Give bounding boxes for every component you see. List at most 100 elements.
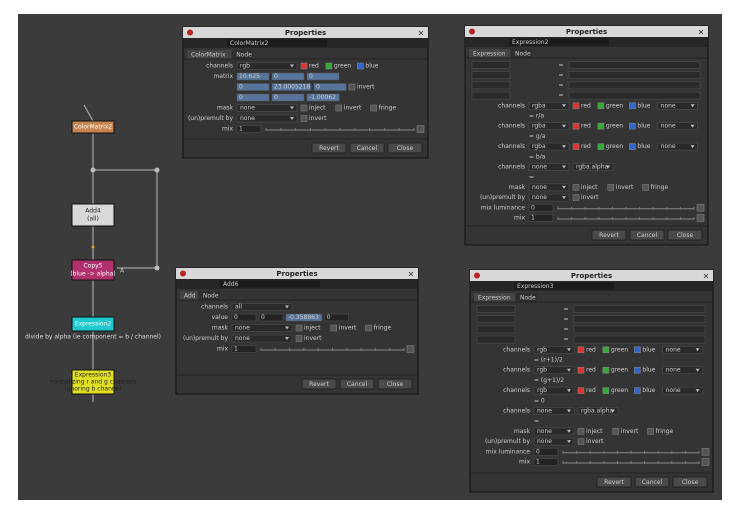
checkbox[interactable] <box>597 143 605 150</box>
slider-handle[interactable] <box>701 458 710 466</box>
tab[interactable] <box>516 293 538 302</box>
slider-handle[interactable] <box>696 204 705 212</box>
number-input[interactable] <box>271 93 305 102</box>
checkbox[interactable] <box>330 324 338 332</box>
number-input[interactable] <box>324 313 349 322</box>
number-input[interactable] <box>533 458 559 466</box>
expr-input[interactable] <box>471 91 511 100</box>
button[interactable] <box>629 229 665 241</box>
tab[interactable] <box>187 50 232 59</box>
checkbox[interactable] <box>295 324 303 332</box>
button[interactable] <box>311 142 347 154</box>
expr-input[interactable] <box>476 325 516 334</box>
number-input[interactable] <box>313 83 347 91</box>
tab[interactable] <box>198 291 221 300</box>
dropdown[interactable] <box>231 303 293 311</box>
expr-input[interactable] <box>568 81 701 90</box>
tab[interactable] <box>469 49 510 58</box>
checkbox[interactable] <box>597 122 605 130</box>
checkbox[interactable] <box>629 122 636 130</box>
number-input[interactable] <box>533 448 559 456</box>
checkbox[interactable] <box>300 62 308 70</box>
dropdown[interactable] <box>533 386 575 395</box>
dropdown[interactable] <box>528 142 570 151</box>
dot[interactable] <box>90 167 96 173</box>
expr-input[interactable] <box>573 315 706 323</box>
expr-input[interactable] <box>476 315 516 323</box>
close-button[interactable]: × <box>698 28 705 37</box>
button[interactable] <box>387 142 423 154</box>
dropdown[interactable] <box>533 427 575 436</box>
checkbox[interactable] <box>365 324 372 332</box>
button[interactable] <box>349 142 385 154</box>
expr-input[interactable] <box>471 71 511 79</box>
dropdown[interactable] <box>533 346 575 354</box>
tab[interactable] <box>511 49 533 58</box>
checkbox[interactable] <box>577 428 585 435</box>
dropdown[interactable] <box>528 122 570 130</box>
checkbox[interactable] <box>602 366 610 374</box>
checkbox[interactable] <box>348 83 356 91</box>
dropdown[interactable] <box>236 62 298 70</box>
checkbox[interactable] <box>572 184 580 191</box>
checkbox[interactable] <box>602 346 610 354</box>
dropdown[interactable] <box>572 163 614 171</box>
expr-input[interactable] <box>471 61 511 69</box>
checkbox[interactable] <box>607 184 615 191</box>
dropdown[interactable] <box>231 334 293 343</box>
dropdown[interactable] <box>657 122 698 130</box>
button[interactable] <box>667 229 703 241</box>
checkbox[interactable] <box>300 104 308 112</box>
button[interactable] <box>634 476 670 488</box>
checkbox[interactable] <box>357 62 364 70</box>
checkbox[interactable] <box>295 335 303 342</box>
tab[interactable] <box>232 50 254 59</box>
dropdown[interactable] <box>528 102 570 110</box>
number-input[interactable] <box>306 72 340 81</box>
checkbox[interactable] <box>642 184 649 191</box>
node[interactable] <box>71 259 115 281</box>
tab[interactable] <box>180 291 198 300</box>
tab[interactable] <box>474 293 515 302</box>
dropdown[interactable] <box>231 324 293 332</box>
expr-input[interactable] <box>568 71 701 79</box>
dropdown[interactable] <box>662 386 703 395</box>
number-input[interactable] <box>236 72 270 81</box>
expr-input[interactable] <box>471 81 511 90</box>
node[interactable] <box>71 120 115 134</box>
close-button[interactable]: × <box>418 29 425 38</box>
checkbox[interactable] <box>577 438 585 445</box>
expr-input[interactable] <box>573 305 706 313</box>
dropdown[interactable] <box>662 346 703 354</box>
checkbox[interactable] <box>629 102 636 110</box>
slider-handle[interactable] <box>701 448 710 456</box>
node[interactable] <box>71 203 115 227</box>
checkbox[interactable] <box>647 428 654 435</box>
dropdown[interactable] <box>236 114 298 123</box>
number-input[interactable] <box>528 204 554 212</box>
dropdown[interactable] <box>657 102 698 110</box>
checkbox[interactable] <box>572 122 580 130</box>
number-input[interactable] <box>258 313 284 322</box>
expr-input[interactable] <box>476 305 516 313</box>
checkbox[interactable] <box>577 346 585 354</box>
checkbox[interactable] <box>572 102 580 110</box>
close-button[interactable]: × <box>408 270 415 279</box>
number-input[interactable] <box>271 83 312 91</box>
button[interactable] <box>596 476 632 488</box>
checkbox[interactable] <box>612 428 620 435</box>
expr-input[interactable] <box>568 91 701 100</box>
dropdown[interactable] <box>236 104 298 112</box>
checkbox[interactable] <box>634 346 641 354</box>
checkbox[interactable] <box>634 387 641 394</box>
number-input[interactable] <box>236 93 270 102</box>
number-input[interactable] <box>231 313 257 322</box>
number-input[interactable] <box>306 93 340 102</box>
expr-input[interactable] <box>573 325 706 334</box>
number-input[interactable] <box>236 125 262 133</box>
expr-input[interactable] <box>476 335 516 344</box>
dropdown[interactable] <box>577 407 619 415</box>
checkbox[interactable] <box>597 102 605 110</box>
node[interactable] <box>71 369 115 395</box>
slider-handle[interactable] <box>696 214 705 222</box>
